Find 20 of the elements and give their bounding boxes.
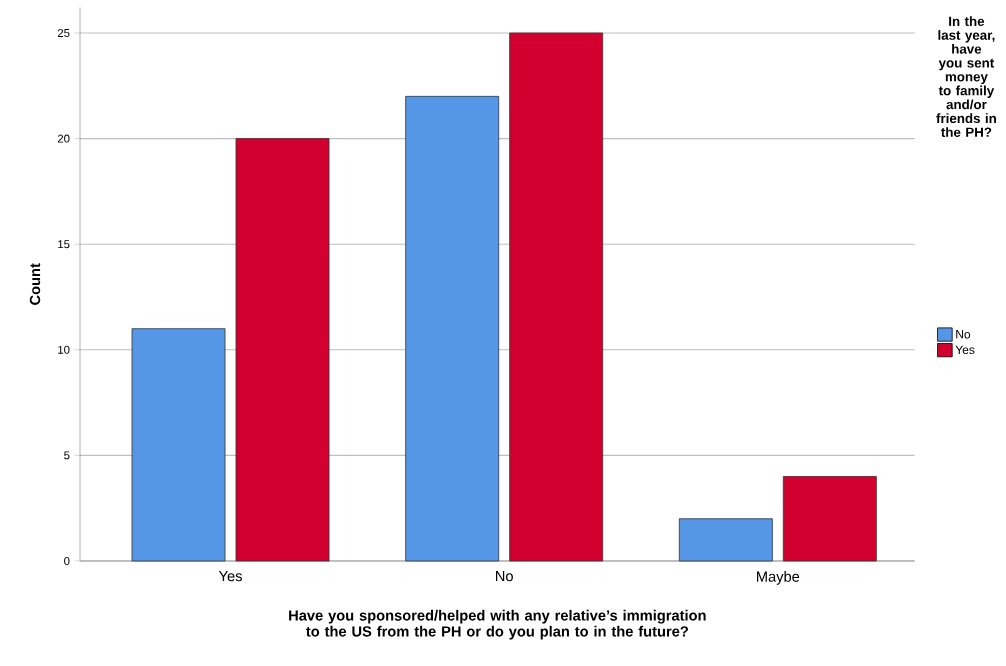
y-tick-label: 10: [58, 345, 70, 354]
y-tick-label: 15: [58, 240, 70, 249]
legend-label: Yes: [955, 345, 975, 355]
text: In the last year, have you sent money to family and/or friends in the PH?: [936, 16, 996, 137]
bar: [235, 138, 330, 562]
x-tick-label: Yes: [218, 571, 242, 582]
y-axis-title: Count: [29, 263, 41, 305]
bar: [782, 476, 877, 562]
y-tick-label: 5: [64, 451, 70, 460]
x-tick-label: Maybe: [757, 571, 800, 585]
x-axis-title: Have you sponsored/helped with any relative’s immigration to the US from the PH or do you plan to in the future?: [289, 609, 706, 640]
x-tick-label: No: [496, 571, 513, 582]
bar: [678, 518, 773, 562]
bar: [131, 328, 226, 562]
y-tick-label: 0: [64, 556, 70, 565]
y-tick-label: 20: [57, 134, 70, 143]
legend-label: No: [956, 330, 971, 339]
y-tick-label: 25: [57, 28, 70, 37]
bar: [405, 95, 500, 562]
bar: [509, 32, 604, 562]
